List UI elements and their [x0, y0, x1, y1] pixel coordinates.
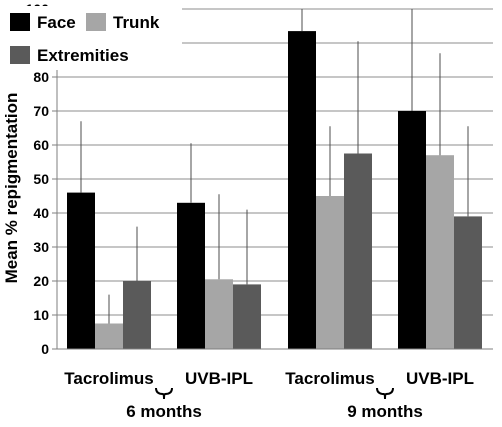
- y-tick-label: 30: [33, 239, 49, 255]
- bar-face-2: [288, 31, 316, 349]
- bar-extremities-0: [123, 281, 151, 349]
- group-brace: [155, 387, 173, 400]
- y-tick-label: 0: [41, 341, 49, 357]
- bar-trunk-3: [426, 155, 454, 349]
- group-label: 9 months: [347, 402, 423, 421]
- y-tick-label: 80: [33, 69, 49, 85]
- y-tick-label: 50: [33, 171, 49, 187]
- bar-face-0: [67, 192, 95, 349]
- legend-label-extremities: Extremities: [37, 46, 129, 65]
- group-label: 6 months: [126, 402, 202, 421]
- x-category-label: UVB-IPL: [406, 369, 474, 388]
- bar-trunk-1: [205, 279, 233, 349]
- x-category-label: UVB-IPL: [185, 369, 253, 388]
- x-category-labels: Tacrolimus UVB-IPL Tacrolimus UVB-IPL: [64, 369, 474, 388]
- y-tick-label: 40: [33, 205, 49, 221]
- y-tick-label: 20: [33, 273, 49, 289]
- bar-trunk-0: [95, 323, 123, 349]
- legend-swatch-trunk: [86, 13, 106, 31]
- x-category-label: Tacrolimus: [285, 369, 374, 388]
- group-labels: 6 months 9 months: [126, 387, 423, 421]
- legend-label-trunk: Trunk: [113, 13, 160, 32]
- y-tick-label: 60: [33, 137, 49, 153]
- y-axis-label: Mean % repigmentation: [2, 93, 21, 284]
- group-brace: [376, 387, 394, 400]
- x-category-label: Tacrolimus: [64, 369, 153, 388]
- legend: Face Trunk Extremities: [4, 6, 182, 70]
- error-bars: [80, 9, 469, 324]
- bar-face-3: [398, 111, 426, 349]
- bars: [67, 31, 482, 349]
- bar-face-1: [177, 202, 205, 349]
- bar-extremities-3: [454, 216, 482, 349]
- legend-label-face: Face: [37, 13, 76, 32]
- bar-extremities-2: [344, 153, 372, 349]
- bar-extremities-1: [233, 284, 261, 349]
- bar-trunk-2: [316, 196, 344, 349]
- y-tick-label: 70: [33, 103, 49, 119]
- legend-swatch-extremities: [10, 46, 30, 64]
- legend-swatch-face: [10, 13, 30, 31]
- y-tick-label: 10: [33, 307, 49, 323]
